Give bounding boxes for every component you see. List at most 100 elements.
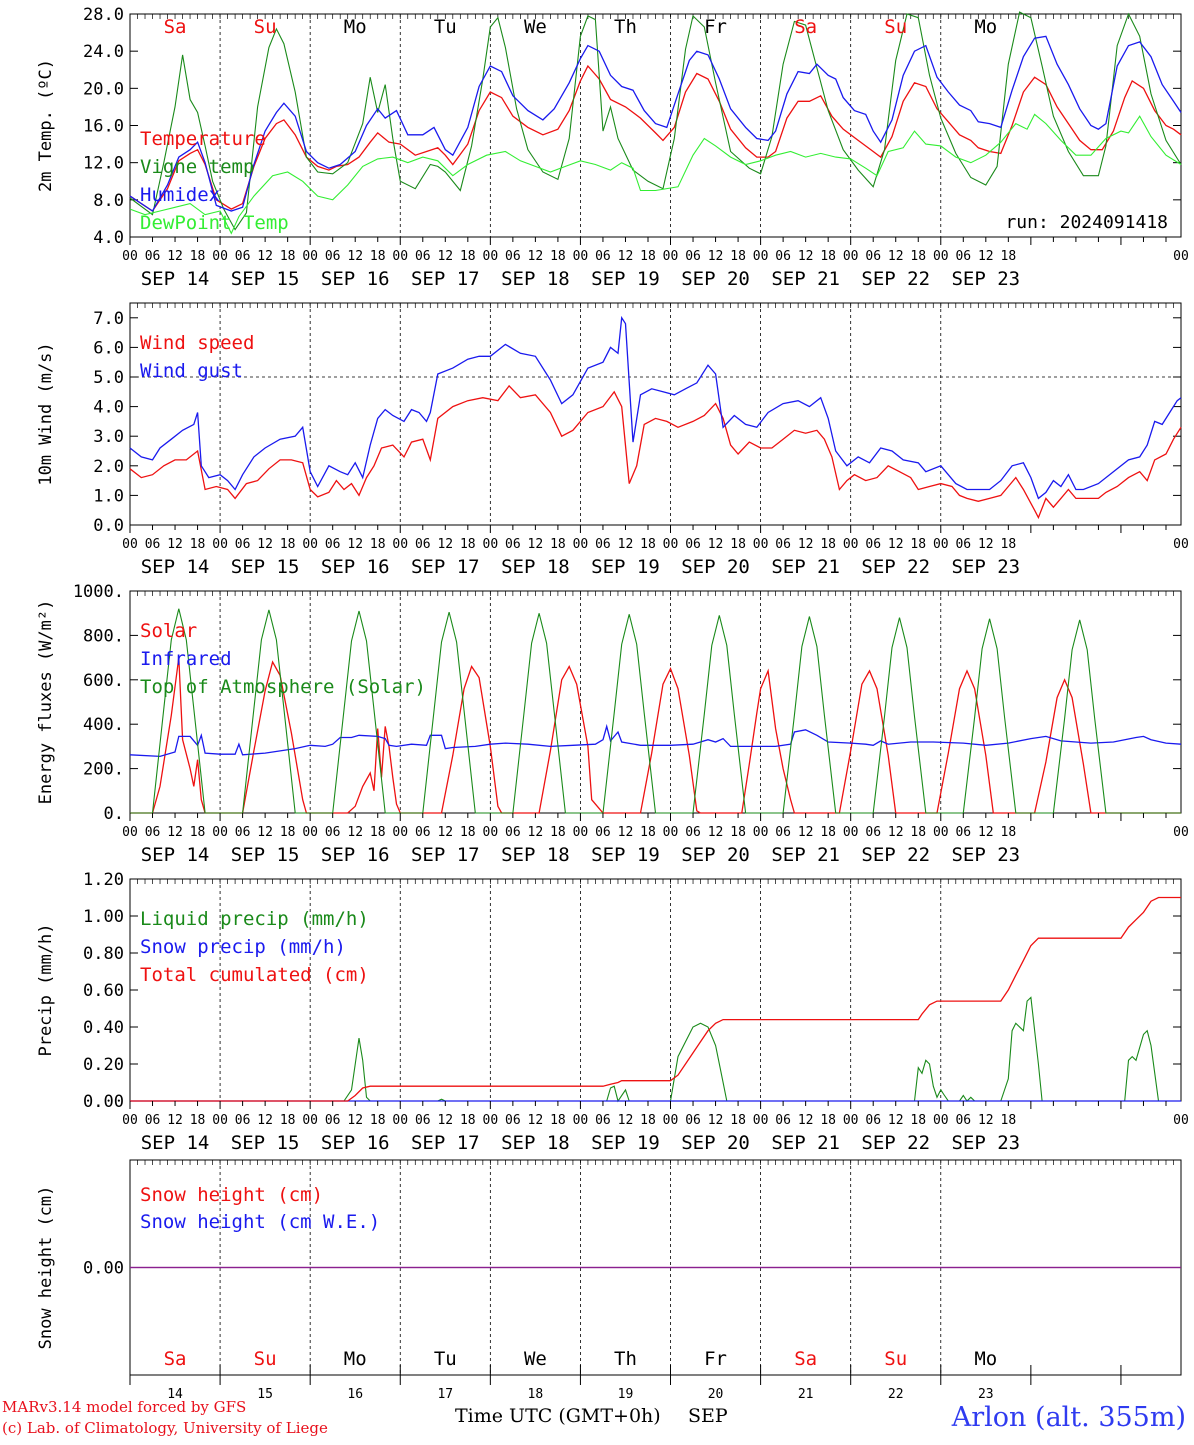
y-tick-label: 0. (104, 804, 124, 824)
hour-tick-label: 12 (528, 1113, 544, 1128)
legend-entry: Humidex (140, 184, 220, 206)
series-line (129, 723, 1182, 758)
date-label: SEP 14 (141, 268, 210, 290)
hour-tick-label: 06 (955, 249, 971, 264)
date-label: SEP 19 (591, 268, 660, 290)
hour-tick-label: 18 (1001, 537, 1017, 552)
hour-tick-label: 12 (347, 249, 363, 264)
y-axis-label: Snow height (cm) (36, 1186, 56, 1350)
hour-tick-label: 06 (685, 249, 701, 264)
hour-tick-label: 00 (753, 1113, 769, 1128)
date-label: SEP 20 (681, 556, 750, 578)
legend-entry: Wind gust (140, 360, 243, 382)
hour-tick-label: 18 (280, 537, 296, 552)
date-label: SEP 23 (951, 844, 1020, 866)
hour-tick-label: 00 (1173, 249, 1189, 264)
hour-tick-label: 12 (528, 249, 544, 264)
plot-frame (129, 590, 1182, 814)
y-axis-label: 10m Wind (m/s) (36, 342, 56, 485)
y-tick-label: 0.40 (83, 1018, 124, 1038)
hour-tick-label: 18 (460, 537, 476, 552)
hour-tick-label: 00 (212, 249, 228, 264)
hour-tick-label: 00 (573, 1113, 589, 1128)
hour-tick-label: 12 (167, 249, 183, 264)
weekday-label: Fr (704, 16, 727, 38)
hour-tick-label: 06 (955, 825, 971, 840)
y-axis-label: 2m Temp. (ºC) (36, 59, 56, 192)
hour-tick-label: 00 (122, 1113, 138, 1128)
hour-tick-label: 00 (212, 537, 228, 552)
series-line (130, 608, 1181, 814)
weekday-label: Sa (164, 16, 187, 38)
hour-tick-label: 00 (483, 825, 499, 840)
y-tick-label: 400. (83, 715, 124, 735)
hour-tick-label: 12 (528, 537, 544, 552)
hour-tick-label: 12 (888, 825, 904, 840)
hour-tick-label: 06 (325, 537, 341, 552)
y-tick-label: 3.0 (93, 427, 124, 447)
date-label: SEP 17 (411, 1132, 480, 1154)
hour-tick-label: 18 (820, 537, 836, 552)
lab-credit: (c) Lab. of Climatology, University of L… (2, 1419, 328, 1437)
hour-tick-label: 18 (550, 825, 566, 840)
hour-tick-label: 18 (910, 825, 926, 840)
weekday-label: Mo (344, 16, 367, 38)
hour-tick-label: 06 (415, 1113, 431, 1128)
hour-tick-label: 12 (167, 1113, 183, 1128)
hour-tick-label: 12 (437, 1113, 453, 1128)
hour-tick-label: 12 (888, 249, 904, 264)
hour-tick-label: 00 (933, 1113, 949, 1128)
date-label: SEP 20 (681, 844, 750, 866)
hour-tick-label: 12 (257, 537, 273, 552)
hour-tick-label: 06 (685, 537, 701, 552)
hour-tick-label: 00 (573, 825, 589, 840)
date-label: SEP 20 (681, 1132, 750, 1154)
hour-tick-label: 00 (753, 825, 769, 840)
hour-tick-label: 00 (663, 825, 679, 840)
hour-tick-label: 12 (618, 825, 634, 840)
weekday-label: We (524, 1348, 547, 1370)
hour-tick-label: 12 (437, 537, 453, 552)
hour-tick-label: 12 (528, 825, 544, 840)
weekday-label: Fr (704, 1348, 727, 1370)
hour-tick-label: 06 (235, 825, 251, 840)
date-label: SEP 14 (141, 844, 210, 866)
legend-entry: Temperature (140, 128, 266, 150)
hour-tick-label: 00 (843, 1113, 859, 1128)
weekday-label: Sa (164, 1348, 187, 1370)
hour-tick-label: 18 (1001, 825, 1017, 840)
hour-tick-label: 00 (663, 249, 679, 264)
hour-tick-label: 18 (550, 1113, 566, 1128)
hour-tick-label: 06 (595, 537, 611, 552)
hour-tick-label: 06 (415, 249, 431, 264)
hour-tick-label: 06 (595, 825, 611, 840)
weekday-label: Su (254, 1348, 277, 1370)
weekday-label: Tu (434, 16, 457, 38)
hour-tick-label: 00 (753, 249, 769, 264)
y-tick-label: 8.0 (93, 191, 124, 211)
hour-tick-label: 12 (708, 825, 724, 840)
weekday-label: Mo (344, 1348, 367, 1370)
weekday-label: We (524, 16, 547, 38)
model-credit: MARv3.14 model forced by GFS (2, 1398, 247, 1416)
date-label: SEP 15 (231, 844, 300, 866)
legend-entry: Total cumulated (cm) (140, 964, 369, 986)
hour-tick-label: 12 (978, 537, 994, 552)
weekday-label: Su (254, 16, 277, 38)
date-label: SEP 20 (681, 268, 750, 290)
legend-entry: Top of Atmosphere (Solar) (140, 676, 426, 698)
y-tick-label: 0.0 (93, 516, 124, 536)
hour-tick-label: 18 (460, 825, 476, 840)
hour-tick-label: 18 (730, 1113, 746, 1128)
day-number-label: 20 (708, 1387, 724, 1402)
y-axis-label: Energy fluxes (W/m²) (36, 600, 56, 805)
y-tick-label: 1.00 (83, 907, 124, 927)
y-tick-label: 12.0 (83, 154, 124, 174)
hour-tick-label: 06 (145, 249, 161, 264)
hour-tick-label: 00 (663, 1113, 679, 1128)
hour-tick-label: 12 (347, 537, 363, 552)
date-label: SEP 18 (501, 556, 570, 578)
y-axis-label: Precip (mm/h) (36, 923, 56, 1056)
series-line (130, 896, 1181, 1102)
hour-tick-label: 12 (437, 249, 453, 264)
